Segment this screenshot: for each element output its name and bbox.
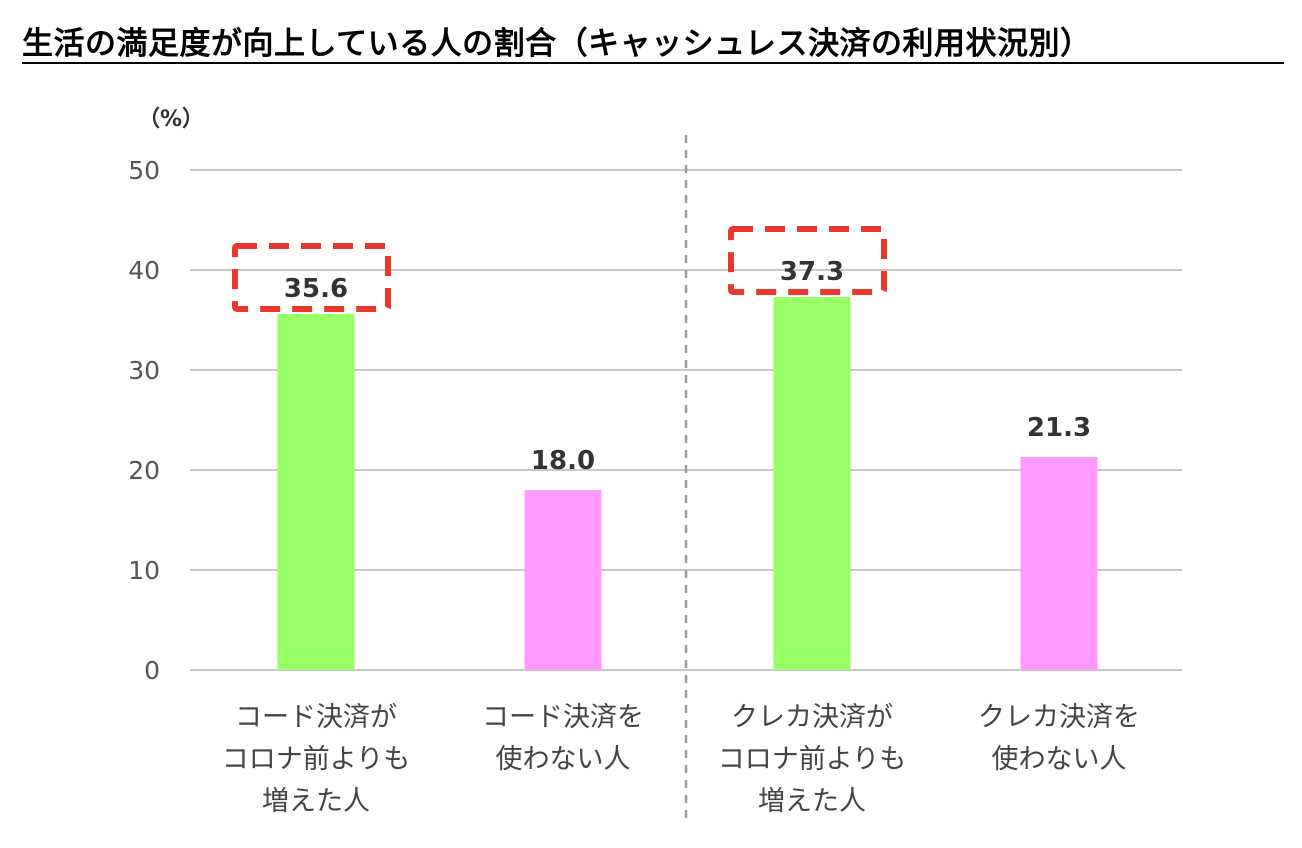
x-category-label: コード決済を使わない人 bbox=[482, 702, 644, 775]
highlight-box bbox=[728, 226, 887, 295]
y-axis-unit-label: （%） bbox=[138, 107, 204, 132]
x-category-label-line: 使わない人 bbox=[992, 744, 1127, 775]
x-category-label: クレカ決済がコロナ前よりも増えた人 bbox=[718, 702, 906, 817]
bars bbox=[277, 297, 1098, 670]
value-label: 21.3 bbox=[1027, 413, 1091, 443]
highlight-boxes bbox=[232, 226, 887, 312]
highlight-box bbox=[232, 243, 391, 312]
y-tick-label: 20 bbox=[128, 456, 160, 485]
value-label: 35.6 bbox=[284, 274, 348, 304]
title-underline bbox=[22, 62, 1284, 64]
bar bbox=[277, 314, 355, 670]
x-category-label-line: コード決済を bbox=[482, 702, 644, 733]
value-label: 18.0 bbox=[531, 446, 595, 476]
x-category-label-line: 増えた人 bbox=[262, 786, 370, 817]
bar bbox=[1020, 457, 1098, 670]
chart-title: 生活の満足度が向上している人の割合（キャッシュレス決済の利用状況別） bbox=[22, 26, 1092, 62]
y-tick-label: 0 bbox=[144, 656, 160, 685]
x-axis-labels: コード決済がコロナ前よりも増えた人コード決済を使わない人クレカ決済がコロナ前より… bbox=[222, 702, 1140, 817]
value-label: 37.3 bbox=[780, 257, 844, 287]
x-category-label-line: クレカ決済を bbox=[978, 702, 1140, 733]
bar bbox=[524, 490, 602, 670]
y-tick-label: 10 bbox=[128, 556, 160, 585]
x-category-label-line: 増えた人 bbox=[758, 786, 866, 817]
bar bbox=[773, 297, 851, 670]
x-category-label-line: 使わない人 bbox=[496, 744, 631, 775]
x-category-label: コード決済がコロナ前よりも増えた人 bbox=[222, 702, 410, 817]
value-labels: 35.6 18.0 37.3 21.3 bbox=[284, 257, 1091, 476]
y-axis-ticks: 0 10 20 30 40 50 bbox=[128, 156, 160, 685]
y-tick-label: 40 bbox=[128, 256, 160, 285]
x-category-label-line: コード決済が bbox=[235, 702, 397, 733]
y-tick-label: 50 bbox=[128, 156, 160, 185]
x-category-label-line: クレカ決済が bbox=[731, 702, 893, 733]
x-category-label-line: コロナ前よりも bbox=[222, 744, 410, 775]
x-category-label: クレカ決済を使わない人 bbox=[978, 702, 1140, 775]
x-category-label-line: コロナ前よりも bbox=[718, 744, 906, 775]
y-tick-label: 30 bbox=[128, 356, 160, 385]
